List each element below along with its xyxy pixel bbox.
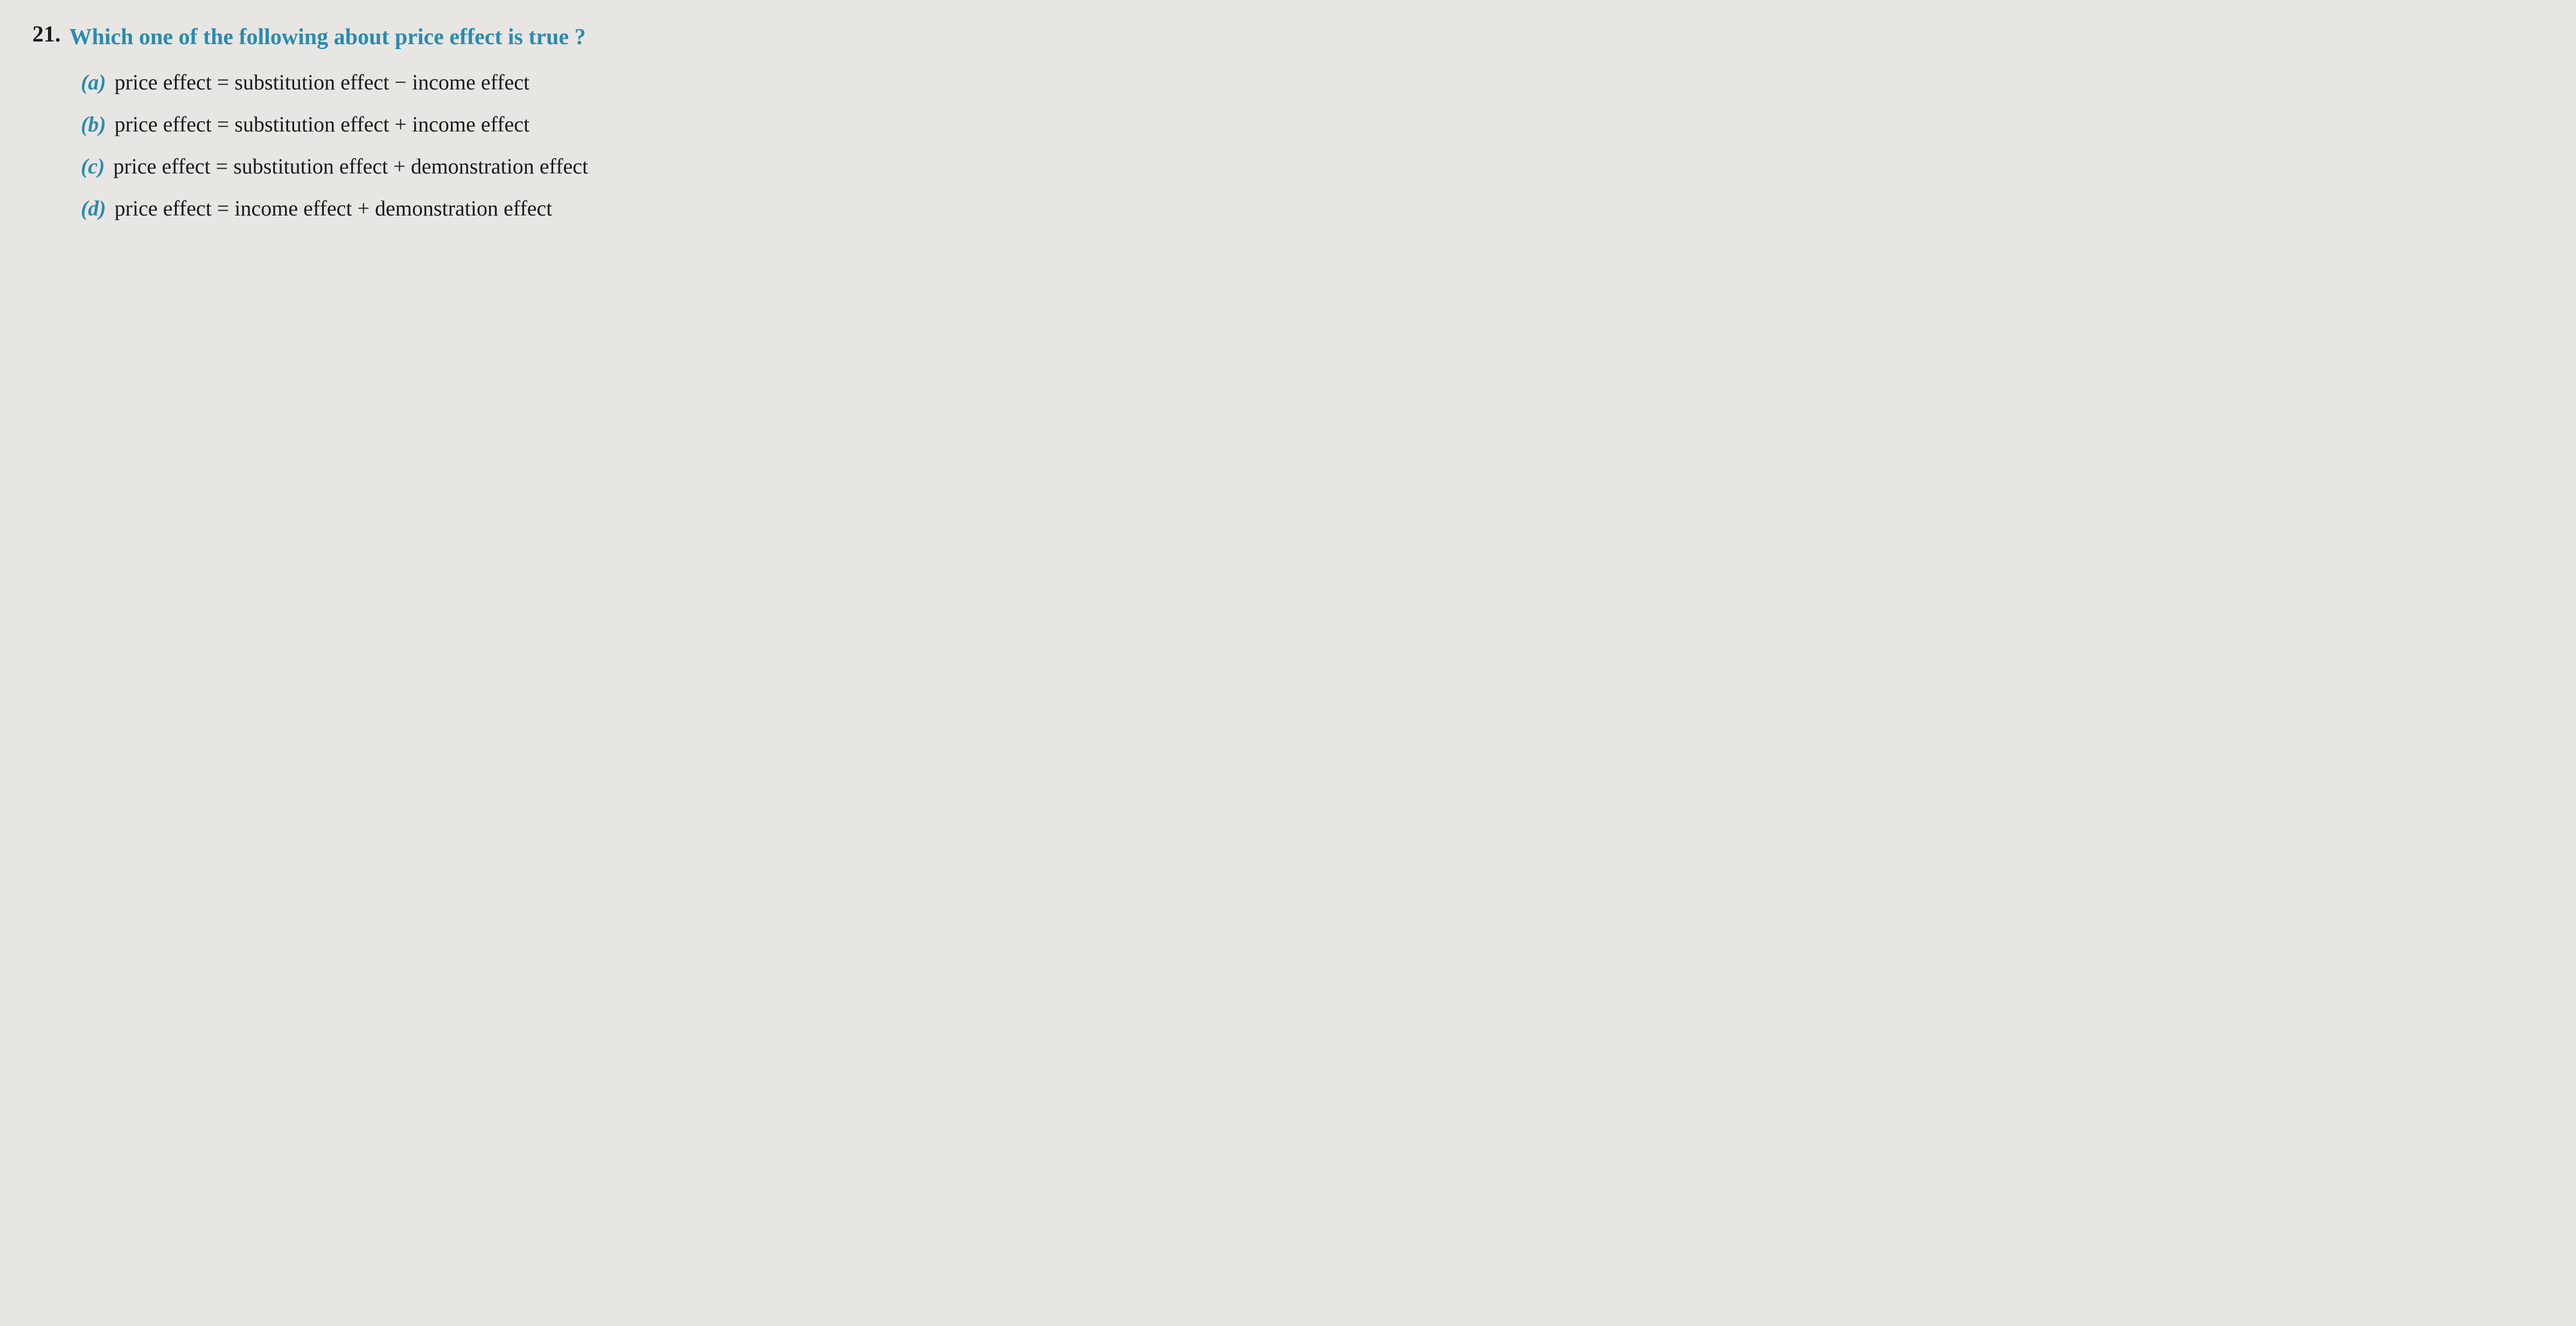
option-label: (b) bbox=[81, 108, 106, 141]
option-item-c: (c) price effect = substitution effect +… bbox=[81, 150, 786, 183]
option-item-a: (a) price effect = substitution effect −… bbox=[81, 66, 786, 99]
option-label: (a) bbox=[81, 66, 106, 99]
option-item-d: (d) price effect = income effect + demon… bbox=[81, 192, 786, 225]
option-text: price effect = substitution effect − inc… bbox=[115, 66, 530, 99]
question-header: 21. Which one of the following about pri… bbox=[32, 22, 786, 53]
option-label: (d) bbox=[81, 192, 106, 225]
option-text: price effect = substitution effect + dem… bbox=[113, 150, 588, 183]
option-text: price effect = income effect + demonstra… bbox=[115, 192, 553, 225]
option-text: price effect = substitution effect + inc… bbox=[115, 108, 530, 141]
options-list: (a) price effect = substitution effect −… bbox=[81, 66, 786, 225]
question-container: 21. Which one of the following about pri… bbox=[32, 22, 786, 225]
question-number: 21. bbox=[32, 22, 61, 47]
question-text: Which one of the following about price e… bbox=[69, 22, 586, 53]
option-item-b: (b) price effect = substitution effect +… bbox=[81, 108, 786, 141]
option-label: (c) bbox=[81, 150, 105, 183]
